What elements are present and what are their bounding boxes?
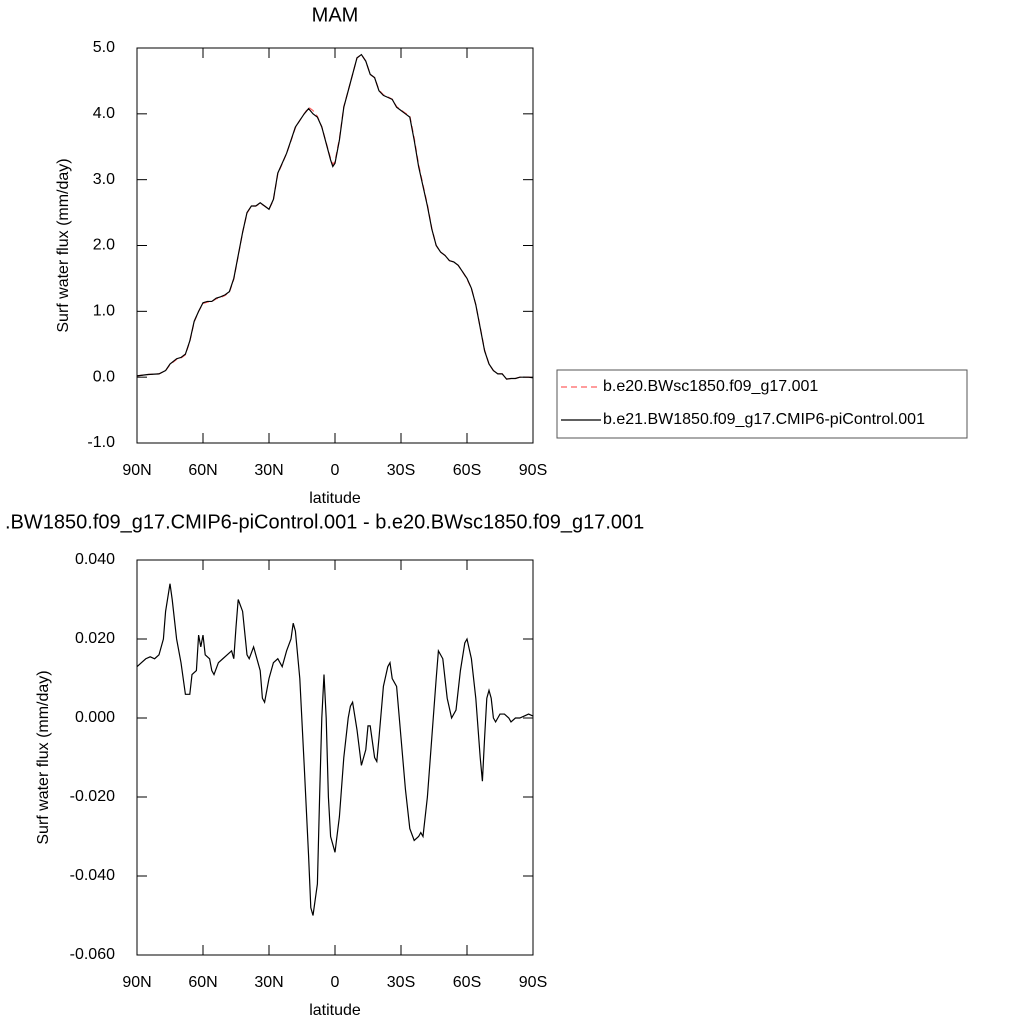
x-tick-label: 60N	[188, 974, 217, 991]
legend-label: b.e20.BWsc1850.f09_g17.001	[603, 378, 818, 395]
y-tick-label: 0.040	[75, 551, 115, 568]
x-tick-label: 90S	[519, 974, 547, 991]
x-tick-label: 0	[331, 462, 340, 479]
plot-frame	[136, 559, 534, 956]
x-tick-label: 30S	[387, 462, 415, 479]
chart-title: .BW1850.f09_g17.CMIP6-piControl.001 - b.…	[5, 511, 644, 533]
legend-label: b.e21.BW1850.f09_g17.CMIP6-piControl.001	[603, 411, 925, 428]
x-tick-label: 30S	[387, 974, 415, 991]
y-tick-label: -0.020	[70, 788, 115, 805]
legend-box	[556, 369, 968, 439]
y-tick-label: 3.0	[93, 171, 115, 188]
y-tick-label: 0.000	[75, 709, 115, 726]
x-tick-label: 90S	[519, 462, 547, 479]
y-axis-label: Surf water flux (mm/day)	[35, 670, 52, 844]
x-tick-label: 30N	[254, 974, 283, 991]
series-line	[136, 53, 534, 380]
x-tick-label: 60S	[453, 974, 481, 991]
x-tick-label: 90N	[122, 974, 151, 991]
y-tick-label: 4.0	[93, 105, 115, 122]
x-tick-label: 30N	[254, 462, 283, 479]
y-tick-label: 1.0	[93, 303, 115, 320]
y-tick-label: 0.020	[75, 630, 115, 647]
x-tick-label: 90N	[122, 462, 151, 479]
x-tick-label: 0	[331, 974, 340, 991]
x-tick-label: 60N	[188, 462, 217, 479]
x-axis-label: latitude	[309, 1002, 361, 1019]
series-line	[136, 583, 534, 916]
series-line	[136, 53, 534, 380]
y-axis-label: Surf water flux (mm/day)	[55, 158, 72, 332]
y-tick-label: 5.0	[93, 39, 115, 56]
y-tick-label: 0.0	[93, 368, 115, 385]
x-axis-label: latitude	[309, 490, 361, 507]
x-tick-label: 60S	[453, 462, 481, 479]
y-tick-label: 2.0	[93, 237, 115, 254]
y-tick-label: -1.0	[87, 434, 115, 451]
chart-title: MAM	[312, 4, 359, 26]
y-tick-label: -0.060	[70, 946, 115, 963]
y-tick-label: -0.040	[70, 867, 115, 884]
plot-frame	[136, 47, 534, 444]
